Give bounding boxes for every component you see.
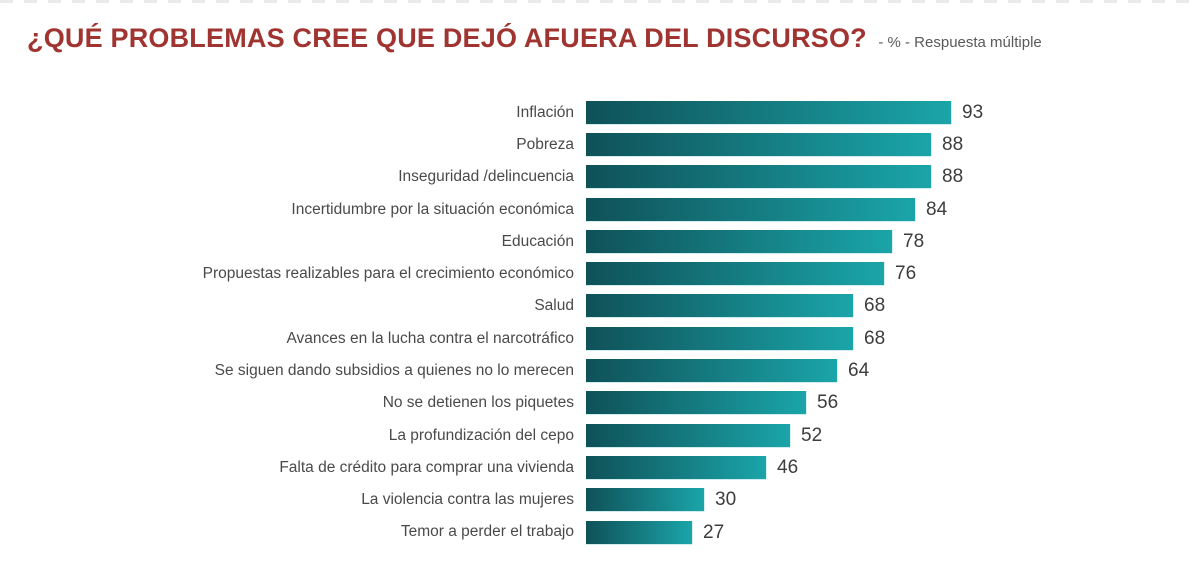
bar xyxy=(586,455,766,479)
bar-track: 27 xyxy=(586,520,1200,544)
category-label: Avances en la lucha contra el narcotráfi… xyxy=(286,329,575,347)
category-label: Falta de crédito para comprar una vivien… xyxy=(279,458,574,476)
bar xyxy=(586,197,915,221)
bar-chart: Inflación 93 Pobreza 88 Inseguridad /del… xyxy=(0,96,1200,548)
bar-row: Falta de crédito para comprar una vivien… xyxy=(0,451,1200,483)
bar xyxy=(586,359,837,383)
value-label: 76 xyxy=(895,263,917,285)
value-label: 78 xyxy=(903,230,925,252)
bar-track: 30 xyxy=(586,488,1200,512)
bar-row: Temor a perder el trabajo 27 xyxy=(0,516,1200,548)
value-label: 68 xyxy=(864,327,886,349)
category-label: Inflación xyxy=(516,103,574,121)
bar-track: 68 xyxy=(586,326,1200,350)
value-label: 27 xyxy=(703,521,725,543)
category-label: Se siguen dando subsidios a quienes no l… xyxy=(214,362,574,379)
bar xyxy=(586,391,806,415)
bar-row: La violencia contra las mujeres 30 xyxy=(0,484,1200,516)
bar-track: 84 xyxy=(586,197,1200,221)
value-label: 56 xyxy=(817,392,839,414)
chart-title: ¿QUÉ PROBLEMAS CREE QUE DEJÓ AFUERA DEL … xyxy=(27,23,867,53)
bar-row: Educación 78 xyxy=(0,225,1200,257)
bar xyxy=(586,488,704,512)
category-label: Inseguridad /delincuencia xyxy=(398,168,574,186)
value-label: 68 xyxy=(864,295,886,317)
category-label: La violencia contra las mujeres xyxy=(361,491,574,509)
bar-row: Inflación 93 xyxy=(0,96,1200,128)
bar-track: 93 xyxy=(586,100,1200,124)
bar xyxy=(586,423,790,447)
category-label: Salud xyxy=(534,297,574,315)
bar-row: Avances en la lucha contra el narcotráfi… xyxy=(0,322,1200,354)
category-label: Pobreza xyxy=(516,135,574,153)
chart-subtitle: - % - Respuesta múltiple xyxy=(878,34,1042,51)
bar-track: 88 xyxy=(586,165,1200,189)
bar-row: No se detienen los piquetes 56 xyxy=(0,387,1200,419)
value-label: 84 xyxy=(926,198,948,220)
bar-track: 46 xyxy=(586,455,1200,479)
bar-row: Salud 68 xyxy=(0,290,1200,322)
bar-track: 78 xyxy=(586,229,1200,253)
bar xyxy=(586,165,931,189)
bar-track: 76 xyxy=(586,262,1200,286)
value-label: 64 xyxy=(848,360,870,382)
bar-row: Incertidumbre por la situación económica… xyxy=(0,193,1200,225)
value-label: 88 xyxy=(942,166,964,188)
bar xyxy=(586,294,853,318)
bar xyxy=(586,262,884,286)
bar-track: 56 xyxy=(586,391,1200,415)
bar-row: Inseguridad /delincuencia 88 xyxy=(0,161,1200,193)
category-label: Educación xyxy=(501,232,574,250)
category-label: No se detienen los piquetes xyxy=(382,394,574,412)
bar xyxy=(586,326,853,350)
bar-row: Propuestas realizables para el crecimien… xyxy=(0,257,1200,289)
category-label: La profundización del cepo xyxy=(388,426,574,444)
bar xyxy=(586,229,892,253)
value-label: 93 xyxy=(962,101,984,123)
bar-track: 68 xyxy=(586,294,1200,318)
bar-row: Pobreza 88 xyxy=(0,128,1200,160)
bar-row: La profundización del cepo 52 xyxy=(0,419,1200,451)
category-label: Propuestas realizables para el crecimien… xyxy=(202,265,574,283)
chart-header: ¿QUÉ PROBLEMAS CREE QUE DEJÓ AFUERA DEL … xyxy=(0,0,1200,54)
bar-track: 64 xyxy=(586,359,1200,383)
value-label: 52 xyxy=(801,424,823,446)
category-label: Incertidumbre por la situación económica xyxy=(291,200,574,218)
bar-row: Se siguen dando subsidios a quienes no l… xyxy=(0,354,1200,386)
category-label: Temor a perder el trabajo xyxy=(400,523,574,541)
bar xyxy=(586,132,931,156)
top-dashed-divider xyxy=(0,0,1200,3)
value-label: 30 xyxy=(715,489,737,511)
bar xyxy=(586,520,692,544)
value-label: 46 xyxy=(777,456,799,478)
bar-track: 52 xyxy=(586,423,1200,447)
bar xyxy=(586,100,951,124)
value-label: 88 xyxy=(942,133,964,155)
bar-track: 88 xyxy=(586,132,1200,156)
